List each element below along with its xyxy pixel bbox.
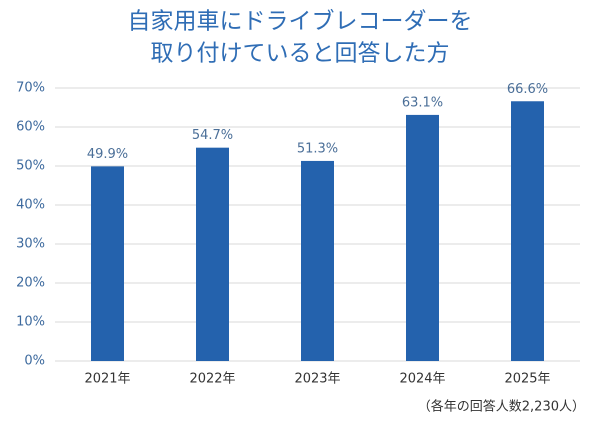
bar	[196, 147, 229, 361]
data-label: 63.1%	[402, 95, 443, 110]
y-tick-label: 60%	[16, 120, 45, 135]
data-label: 51.3%	[297, 141, 338, 156]
x-tick-label: 2023年	[294, 372, 340, 387]
bar	[91, 166, 124, 361]
x-tick-label: 2025年	[504, 372, 550, 387]
x-tick-label: 2024年	[399, 372, 445, 387]
y-tick-label: 0%	[24, 354, 45, 369]
y-tick-label: 30%	[16, 237, 45, 252]
data-label: 54.7%	[192, 128, 233, 143]
y-tick-label: 40%	[16, 198, 45, 213]
x-tick-label: 2022年	[189, 372, 235, 387]
bar	[301, 160, 334, 361]
data-label: 49.9%	[87, 147, 128, 162]
y-tick-label: 10%	[16, 315, 45, 330]
chart-title: 自家用車にドライブレコーダーを	[128, 9, 473, 35]
bar	[406, 114, 439, 361]
note: （各年の回答人数2,230人）	[418, 399, 585, 415]
bar	[511, 101, 544, 361]
y-tick-label: 50%	[16, 159, 45, 174]
chart-title: 取り付けていると回答した方	[151, 41, 450, 67]
y-tick-label: 20%	[16, 276, 45, 291]
y-tick-label: 70%	[16, 81, 45, 96]
x-tick-label: 2021年	[84, 372, 130, 387]
data-label: 66.6%	[507, 82, 548, 97]
